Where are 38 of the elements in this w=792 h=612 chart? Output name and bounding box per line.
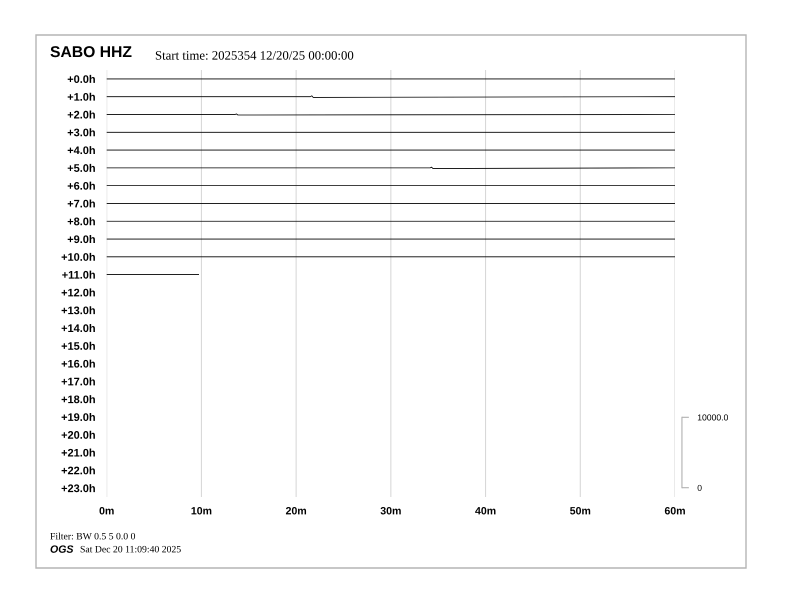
y-tick-label: +18.0h [62, 395, 95, 404]
y2-tick-label: 0 [698, 484, 702, 491]
chart-title: SABO HHZ [50, 46, 132, 58]
y-tick-label: +0.0h [68, 74, 95, 83]
y-tick-label: +15.0h [62, 342, 95, 350]
y2-tick-label: 10000.0 [698, 414, 728, 421]
y-tick-label: +12.0h [62, 288, 95, 296]
text: OGS [50, 545, 74, 553]
x-tick-label: 40m [475, 507, 496, 514]
x-tick-label: 30m [380, 507, 401, 514]
y-tick-label: +20.0h [62, 430, 95, 439]
y-tick-label: +5.0h [68, 164, 95, 172]
y-tick-label: +8.0h [68, 217, 95, 226]
y-tick-label: +11.0h [62, 270, 95, 279]
chart-subtitle: Start time: 2025354 12/20/25 00:00:00 [156, 51, 354, 60]
y-tick-label: +23.0h [62, 484, 95, 492]
text: Filter: BW 0.5 5 0.0 0 [50, 532, 136, 540]
x-tick-label: 50m [570, 507, 590, 514]
y-tick-label: +10.0h [62, 252, 95, 261]
x-tick-label: 20m [286, 507, 306, 514]
y-tick-label: +7.0h [68, 199, 95, 208]
y-tick-label: +19.0h [62, 412, 95, 422]
y-tick-label: +14.0h [62, 324, 95, 332]
y-tick-label: +4.0h [68, 146, 95, 154]
y-tick-label: +2.0h [68, 110, 95, 119]
y-tick-label: +21.0h [62, 448, 95, 457]
y-tick-label: +3.0h [68, 128, 95, 136]
y-tick-label: +13.0h [62, 306, 95, 314]
y-tick-label: +17.0h [62, 377, 95, 386]
y-tick-label: +1.0h [68, 92, 95, 101]
text: Sat Dec 20 11:09:40 2025 [80, 546, 181, 552]
x-tick-label: 60m [664, 507, 685, 514]
x-tick-label: 0m [99, 507, 114, 514]
x-tick-label: 10m [192, 507, 212, 514]
y-tick-label: +6.0h [68, 182, 95, 190]
y-tick-label: +9.0h [68, 235, 95, 244]
y-tick-label: +22.0h [62, 466, 95, 474]
y-tick-label: +16.0h [62, 360, 95, 368]
